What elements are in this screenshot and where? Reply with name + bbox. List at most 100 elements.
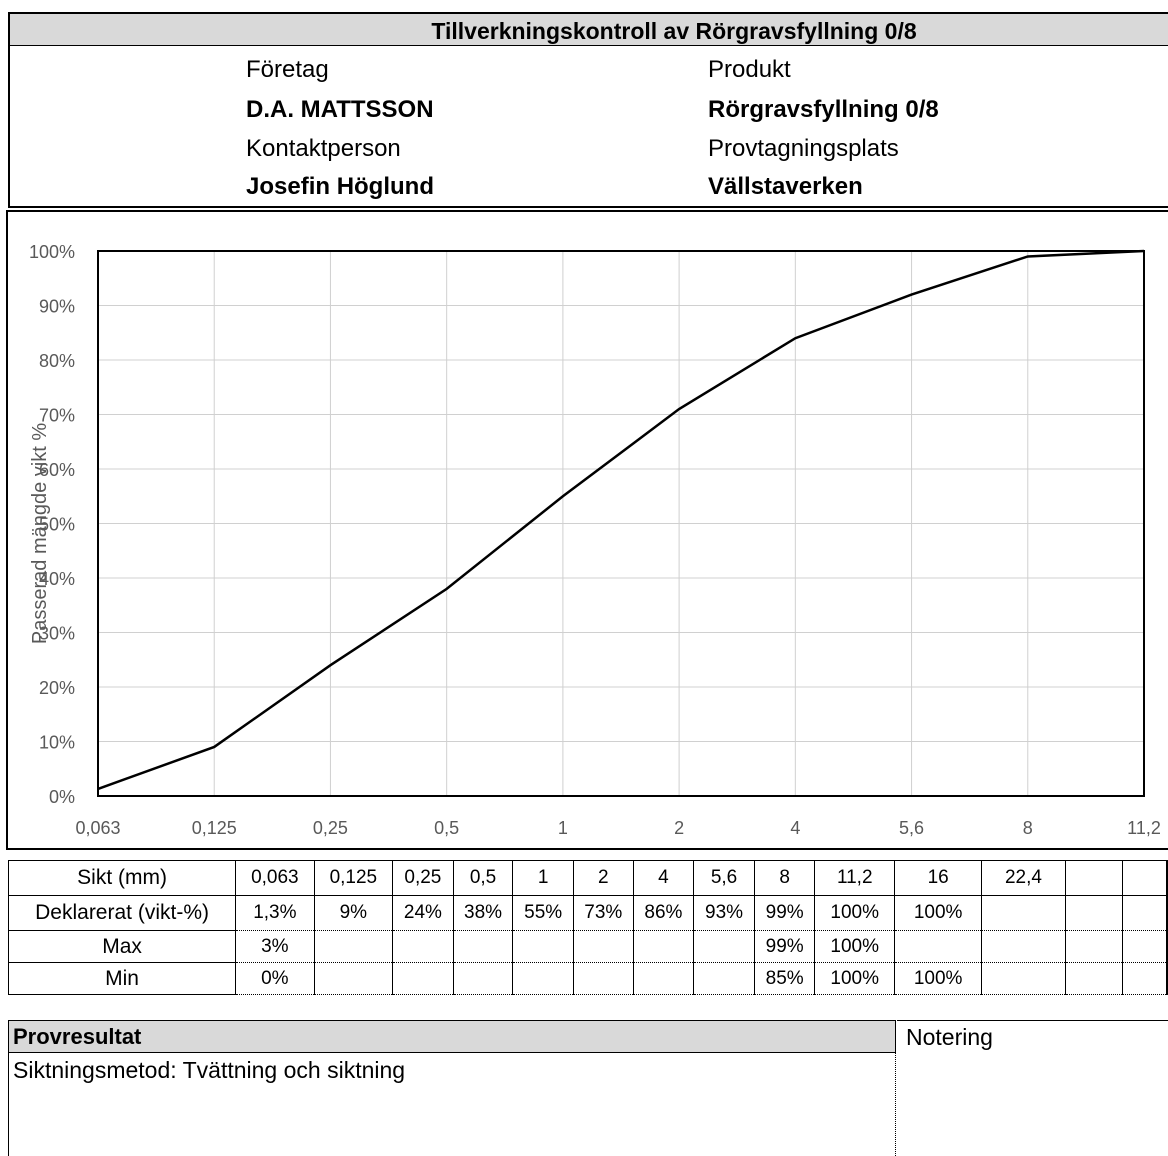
y-tick-label: 0% (49, 787, 75, 807)
table-cell (1064, 860, 1123, 896)
table-cell: 0,5 (452, 860, 514, 896)
grading-curve-chart: 0% 10% 20% 30% 40% 50% 60% 70% 80% 90% 100% 0,063 0,… (29, 242, 1161, 838)
row-label: Max (7, 930, 237, 963)
table-cell: 9% (313, 895, 394, 931)
y-axis-title: Passerad mängde vikt % (29, 423, 51, 644)
table-cell: 100% (893, 962, 983, 995)
x-tick-label: 4 (790, 818, 800, 838)
table-cell (693, 930, 755, 963)
y-tick-label: 50% (39, 515, 75, 535)
table-cell: 100% (893, 895, 983, 931)
table-cell (632, 930, 695, 963)
table-cell (452, 962, 514, 995)
table-row: Min 0% 85% 100% 100% (7, 962, 1168, 995)
table-row: Deklarerat (vikt-%) 1,3% 9% 24% 38% 55% 73% 86%… (7, 895, 1168, 931)
x-tick-label: 0,063 (75, 818, 120, 838)
table-cell (693, 962, 755, 995)
table-cell (572, 930, 634, 963)
y-tick-label: 30% (39, 624, 75, 644)
table-cell (1064, 895, 1123, 931)
x-tick-label: 5,6 (899, 818, 924, 838)
note-label: Notering (897, 1020, 1168, 1156)
contact-label: Kontaktperson (246, 135, 401, 162)
y-tick-label: 100% (29, 242, 75, 262)
table-cell (981, 962, 1066, 995)
table-cell (572, 962, 634, 995)
sieve-table: Sikt (mm) 0,063 0,125 0,25 0,5 1 2 4 5,6 8 11,2 16 2… (7, 860, 1168, 995)
results-heading: Provresultat (8, 1020, 896, 1053)
table-cell: 8 (753, 860, 816, 896)
site-label: Provtagningsplats (708, 135, 899, 162)
table-cell: 1 (512, 860, 574, 896)
table-cell: 93% (693, 895, 755, 931)
product-value: Rörgravsfyllning 0/8 (708, 96, 939, 123)
table-cell (1121, 962, 1168, 995)
x-tick-label: 2 (674, 818, 684, 838)
table-cell: 0,125 (313, 860, 394, 896)
table-row: Sikt (mm) 0,063 0,125 0,25 0,5 1 2 4 5,6 8 11,2 16 2… (7, 860, 1168, 896)
table-cell: 100% (814, 895, 895, 931)
table-cell: 0,25 (392, 860, 454, 896)
chart-frame (6, 210, 1168, 850)
table-cell (632, 962, 695, 995)
y-tick-label: 10% (39, 733, 75, 753)
table-cell (1121, 860, 1168, 896)
document-title-bar: Tillverkningskontroll av Rörgravsfyllnin… (8, 12, 1168, 46)
company-value: D.A. MATTSSON (246, 96, 434, 123)
table-cell: 2 (572, 860, 634, 896)
y-tick-label: 80% (39, 351, 75, 371)
table-cell: 55% (512, 895, 574, 931)
table-cell (512, 930, 574, 963)
table-cell (452, 930, 514, 963)
table-cell (893, 930, 983, 963)
plot-area-border (97, 250, 1145, 797)
y-tick-label: 60% (39, 460, 75, 480)
row-label: Sikt (mm) (7, 860, 237, 896)
table-cell: 3% (235, 930, 315, 963)
y-tick-label: 70% (39, 406, 75, 426)
x-tick-label: 0,125 (192, 818, 237, 838)
table-row: Max 3% 99% 100% (7, 930, 1168, 963)
table-cell (1166, 962, 1168, 995)
table-cell: 22,4 (981, 860, 1066, 896)
y-tick-label: 90% (39, 297, 75, 317)
table-cell: 73% (572, 895, 634, 931)
table-cell (313, 962, 394, 995)
row-label: Deklarerat (vikt-%) (7, 895, 237, 931)
table-cell: 99% (753, 930, 816, 963)
table-cell: 11,2 (814, 860, 895, 896)
table-cell (1166, 860, 1168, 896)
table-cell: 24% (392, 895, 454, 931)
table-cell: 38% (452, 895, 514, 931)
info-section: Företag D.A. MATTSSON Kontaktperson Jose… (8, 46, 1168, 208)
series-line (97, 249, 1145, 791)
table-cell: 100% (814, 930, 895, 963)
table-cell (1064, 930, 1123, 963)
y-tick-label: 40% (39, 569, 75, 589)
table-cell: 4 (632, 860, 695, 896)
site-value: Vällstaverken (708, 173, 863, 200)
table-cell: 0,063 (235, 860, 315, 896)
table-cell: 0% (235, 962, 315, 995)
x-tick-label: 1 (558, 818, 568, 838)
x-tick-label: 0,25 (313, 818, 348, 838)
table-cell (1121, 930, 1168, 963)
table-cell: 1,3% (235, 895, 315, 931)
table-cell (1166, 930, 1168, 963)
x-tick-label: 0,5 (434, 818, 459, 838)
document-title: Tillverkningskontroll av Rörgravsfyllnin… (431, 18, 917, 44)
table-cell: 100% (814, 962, 895, 995)
table-cell: 99% (753, 895, 816, 931)
table-cell (392, 962, 454, 995)
table-cell (313, 930, 394, 963)
table-cell (512, 962, 574, 995)
table-cell: 16 (893, 860, 983, 896)
table-cell (1064, 962, 1123, 995)
product-label: Produkt (708, 56, 791, 83)
results-method: Siktningsmetod: Tvättning och siktning (8, 1053, 896, 1156)
table-cell (981, 930, 1066, 963)
table-cell (1166, 895, 1168, 931)
row-label: Min (7, 962, 237, 995)
company-label: Företag (246, 56, 329, 83)
table-cell: 5,6 (693, 860, 755, 896)
